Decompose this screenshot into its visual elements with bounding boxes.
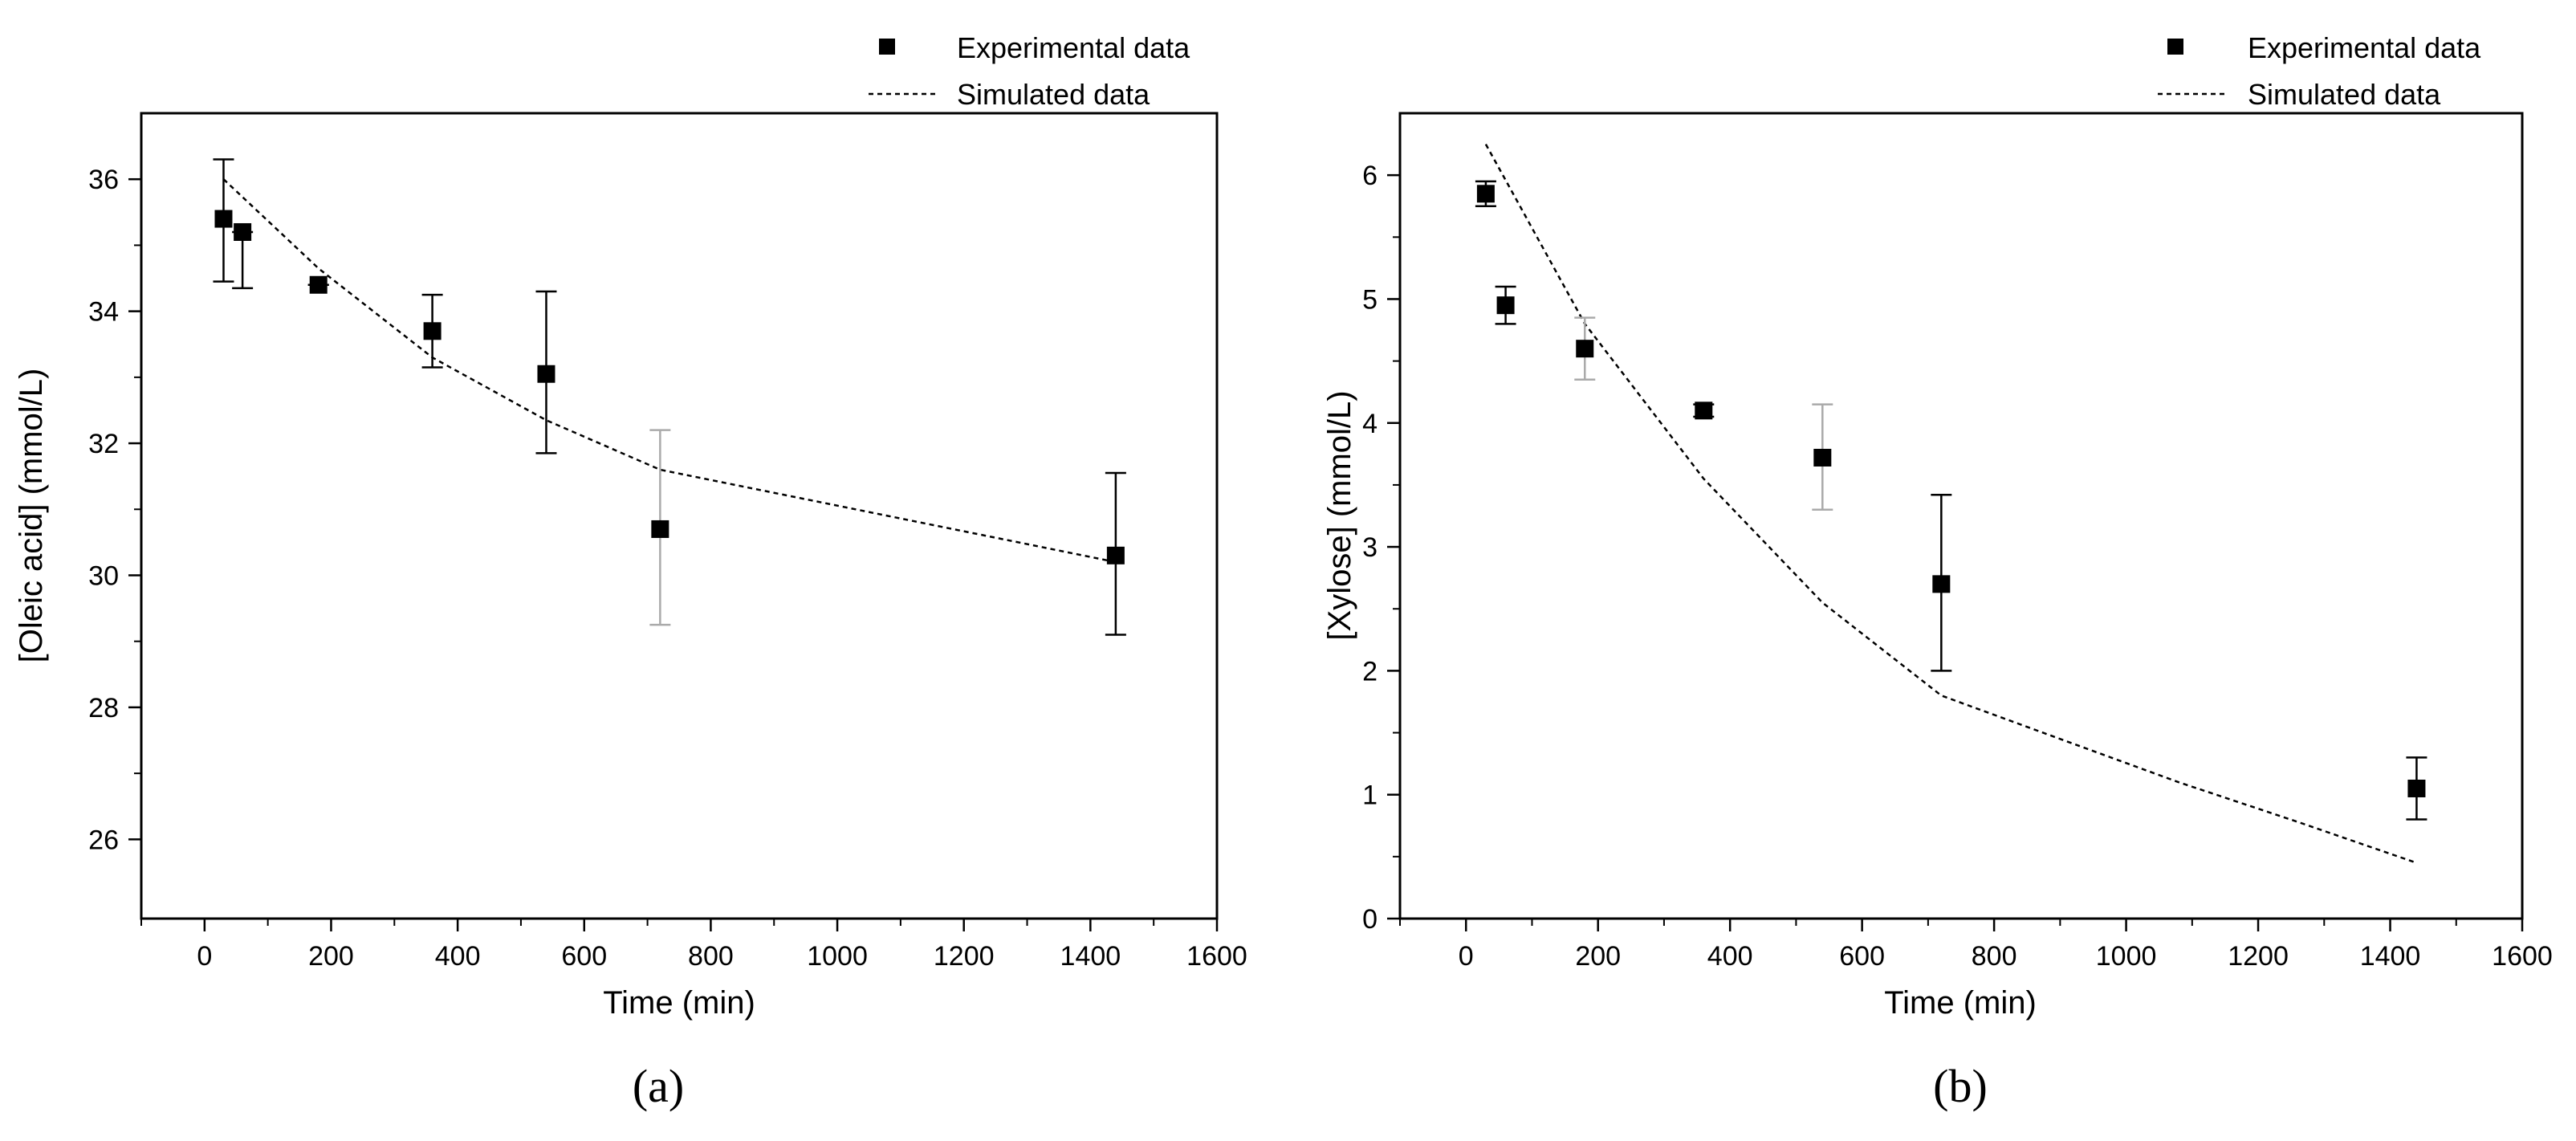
data-point-a (234, 222, 252, 241)
data-point-b (2407, 779, 2426, 797)
data-point-a (423, 322, 442, 340)
x-axis-label-b: Time (min) (1884, 985, 2037, 1021)
panel-label-b: (b) (1933, 1060, 1988, 1112)
x-axis-label-a: Time (min) (603, 985, 755, 1021)
data-point-a (537, 365, 555, 383)
data-point-b (1813, 448, 1832, 467)
x-tick-label-a: 600 (561, 941, 607, 972)
x-tick-label-b: 1600 (2492, 941, 2553, 972)
x-tick-label-b: 1200 (2228, 941, 2289, 972)
x-tick-label-a: 800 (688, 941, 734, 972)
simulated-line-a (222, 178, 1117, 564)
data-point-a (651, 520, 669, 538)
y-tick-label-b: 6 (1362, 161, 1378, 191)
data-point-a (309, 275, 328, 294)
data-point-b (1932, 575, 1951, 593)
x-tick-label-b: 0 (1459, 941, 1474, 972)
y-tick-label-a: 28 (88, 693, 119, 723)
y-axis-label-a: [Oleic acid] (mmol/L) (14, 369, 49, 663)
legend-label-simulated-a: Simulated data (957, 78, 1150, 111)
data-point-a (214, 210, 233, 228)
simulated-line-b (1484, 143, 2417, 864)
chart-panel-a: 0 200 400 600 800 1000 1200 1400 1600 26 28 30 32 34 3… (14, 31, 1247, 1112)
x-tick-label-a: 200 (308, 941, 354, 972)
chart-panel-b: 0 200 400 600 800 1000 1200 1400 1600 0 1 2 3 4 5 6 [Xy… (1322, 31, 2553, 1112)
x-tick-label-a: 1200 (934, 941, 995, 972)
legend-b: Experimental data Simulated data (2158, 31, 2481, 111)
x-tick-label-b: 1000 (2096, 941, 2157, 972)
y-tick-label-b: 3 (1362, 532, 1378, 563)
plot-area-a (140, 112, 1219, 920)
y-tick-label-a: 30 (88, 560, 119, 591)
x-tick-label-a: 1000 (807, 941, 868, 972)
x-tick-label-b: 1400 (2360, 941, 2421, 972)
x-tick-label-a: 400 (435, 941, 481, 972)
y-tick-label-a: 26 (88, 825, 119, 855)
legend-a: Experimental data Simulated data (869, 31, 1190, 111)
y-tick-label-b: 0 (1362, 904, 1378, 935)
y-tick-label-b: 4 (1362, 409, 1378, 439)
data-point-b (1476, 185, 1495, 203)
legend-marker-experimental-b (2167, 39, 2183, 55)
x-tick-label-b: 400 (1707, 941, 1753, 972)
legend-label-experimental-b: Experimental data (2248, 31, 2481, 64)
x-tick-label-a: 1600 (1186, 941, 1247, 972)
y-tick-label-a: 32 (88, 429, 119, 459)
legend-marker-experimental-a (879, 39, 895, 55)
x-tick-label-b: 800 (1972, 941, 2017, 972)
plot-area-b (1398, 112, 2524, 920)
y-tick-label-b: 2 (1362, 656, 1378, 687)
y-tick-label-b: 5 (1362, 284, 1378, 315)
x-tick-label-b: 600 (1839, 941, 1885, 972)
x-tick-label-a: 0 (197, 941, 212, 972)
legend-label-experimental-a: Experimental data (957, 31, 1190, 64)
legend-label-simulated-b: Simulated data (2248, 78, 2441, 111)
data-point-b (1496, 296, 1515, 315)
data-point-b (1576, 340, 1594, 358)
x-tick-label-b: 200 (1575, 941, 1621, 972)
data-point-b (1695, 401, 1713, 420)
y-tick-label-b: 1 (1362, 780, 1378, 811)
x-tick-label-a: 1400 (1060, 941, 1121, 972)
data-point-a (1106, 546, 1125, 564)
y-tick-label-a: 34 (88, 297, 119, 328)
y-tick-label-a: 36 (88, 165, 119, 195)
y-axis-label-b: [Xylose] (mmol/L) (1322, 390, 1357, 640)
panel-label-a: (a) (633, 1060, 684, 1112)
